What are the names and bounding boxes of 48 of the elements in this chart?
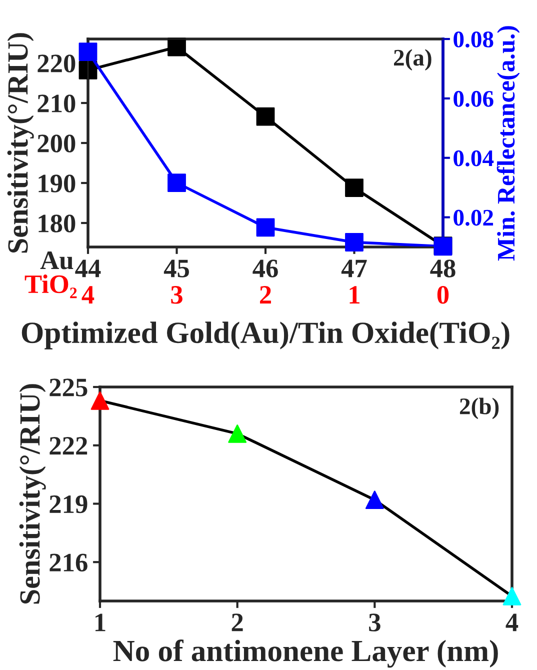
y-tick-label: 190	[38, 174, 76, 192]
x2-tick-label: 3	[171, 286, 182, 304]
x-tick-label: 44	[75, 260, 101, 278]
y2-axis-title: Min. Reflectance(a.u.)	[496, 26, 520, 261]
point	[256, 107, 275, 126]
y-tick-label: 216	[50, 554, 88, 572]
x-tick-label: 47	[341, 260, 367, 278]
point	[168, 38, 186, 56]
x-tick-label: 2	[232, 614, 243, 632]
x-tick-label: 46	[252, 260, 278, 278]
point	[78, 61, 98, 80]
text: TiO₂	[24, 274, 77, 298]
point	[345, 233, 364, 252]
x2-tick-label: 4	[82, 286, 94, 304]
y-tick-label: 200	[38, 134, 76, 152]
annotation: 2(b)	[460, 398, 499, 420]
text: Au	[40, 252, 74, 270]
y2-tick-label: 0.02	[454, 210, 494, 226]
x2-tick-label: 0	[437, 286, 449, 304]
y-tick-label: 210	[38, 94, 76, 112]
y-axis-title: Sensitivity(°/RIU)	[19, 384, 46, 604]
x-tick-label: 48	[430, 260, 456, 278]
y-tick-label: 225	[50, 378, 88, 396]
point	[228, 424, 247, 443]
point	[78, 42, 98, 61]
point	[168, 174, 186, 192]
point	[345, 178, 364, 197]
point	[365, 490, 384, 510]
x-tick-label: 1	[96, 614, 106, 632]
y-axis-title: Sensitivity(°/RIU)	[7, 33, 34, 253]
x-tick-label: 4	[506, 614, 518, 632]
x-axis-title: Optimized Gold(Au)/Tin Oxide(TiO₂)	[22, 322, 510, 350]
annotation: 2(a)	[394, 49, 432, 71]
x-axis-title: No of antimonene Layer (nm)	[113, 640, 498, 668]
y2-tick-label: 0.04	[454, 150, 494, 166]
point	[90, 391, 110, 410]
y-tick-label: 222	[50, 437, 88, 455]
x2-tick-label: 2	[260, 286, 271, 304]
y-tick-label: 219	[50, 495, 88, 514]
point	[502, 586, 522, 606]
x2-tick-label: 1	[350, 286, 360, 304]
x-tick-label: 45	[164, 260, 189, 278]
y-tick-label: 180	[38, 214, 76, 232]
y2-tick-label: 0.08	[454, 31, 494, 48]
y-tick-label: 220	[38, 54, 76, 72]
point	[256, 218, 275, 237]
x-tick-label: 3	[369, 614, 380, 632]
y2-tick-label: 0.06	[454, 90, 494, 107]
